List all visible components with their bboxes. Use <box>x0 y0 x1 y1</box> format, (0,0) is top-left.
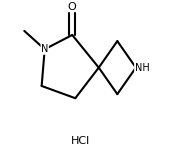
Text: N: N <box>41 44 48 54</box>
Text: NH: NH <box>135 63 149 73</box>
Text: HCl: HCl <box>71 136 90 146</box>
Text: O: O <box>68 2 77 12</box>
